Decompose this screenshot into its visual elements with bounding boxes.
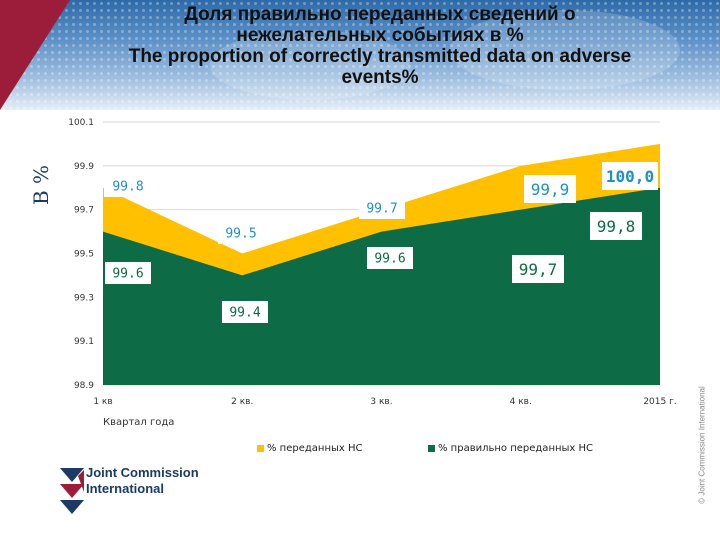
y-tick-label: 98.9 (74, 381, 94, 391)
area-series-correct (103, 187, 660, 385)
data-label: 99.6 (112, 267, 143, 282)
copyright-notice: © Joint Commission International (692, 360, 712, 530)
legend-item-sent: % переданных НС (257, 443, 362, 454)
data-label-box (218, 222, 264, 244)
y-tick-label: 99.9 (74, 162, 94, 172)
page-title: Доля правильно переданных сведений о неж… (70, 4, 690, 88)
jci-logo-text: Joint Commission International (86, 465, 199, 497)
data-label: 99,9 (531, 180, 570, 199)
legend-label-sent: % переданных НС (267, 443, 363, 454)
y-tick-label: 99.7 (74, 206, 94, 216)
y-tick-label: 99.5 (74, 250, 94, 260)
header-corner-accent (0, 0, 70, 110)
data-label: 99.5 (225, 227, 256, 242)
data-label-box (105, 262, 151, 284)
map-shape (450, 10, 680, 90)
legend-swatch-green (428, 444, 435, 452)
y-tick-label: 99.3 (74, 293, 94, 303)
header-banner (0, 0, 720, 110)
data-label: 100,0 (606, 167, 654, 186)
data-label: 99.7 (366, 202, 397, 217)
map-shape (210, 30, 410, 100)
data-label-box (512, 255, 564, 283)
x-tick-label: 2 кв. (231, 397, 253, 407)
data-label: 99.8 (112, 180, 143, 195)
title-ru-line1: Доля правильно переданных сведений о (184, 4, 576, 25)
logo-line2: International (86, 481, 165, 496)
x-tick-label: 2015 г. (643, 397, 676, 407)
data-label-box (104, 175, 152, 197)
data-label-box (602, 162, 658, 190)
data-label-box (222, 301, 268, 323)
data-label-box (590, 212, 642, 240)
title-en-line1: The proportion of correctly transmitted … (128, 46, 632, 67)
jci-logo-icon (60, 468, 84, 514)
legend-item-correct: % правильно переданных НС (428, 443, 593, 454)
x-tick-label: 1 кв (93, 397, 112, 407)
copyright-text: © Joint Commission International (697, 386, 707, 504)
data-label: 99.6 (374, 252, 405, 267)
x-axis-title: Квартал года (103, 417, 174, 428)
world-map-dots (0, 0, 720, 110)
title-ru-line2: нежелательных событиях в % (236, 25, 524, 46)
legend-label-correct: % правильно переданных НС (438, 443, 594, 454)
logo-line1: Joint Commission (86, 465, 199, 480)
legend-swatch-yellow (257, 444, 264, 452)
x-tick-label: 4 кв. (510, 397, 532, 407)
title-en-line2: events% (341, 67, 419, 88)
y-tick-label: 100.1 (68, 118, 94, 128)
data-label-box (367, 247, 413, 269)
y-tick-label: 99.1 (74, 337, 94, 347)
data-label: 99.4 (229, 306, 260, 321)
x-tick-label: 3 кв. (370, 397, 392, 407)
data-label-box (359, 197, 405, 219)
data-label-box (524, 175, 576, 203)
data-label: 99,8 (597, 217, 636, 236)
data-label: 99,7 (519, 260, 558, 279)
